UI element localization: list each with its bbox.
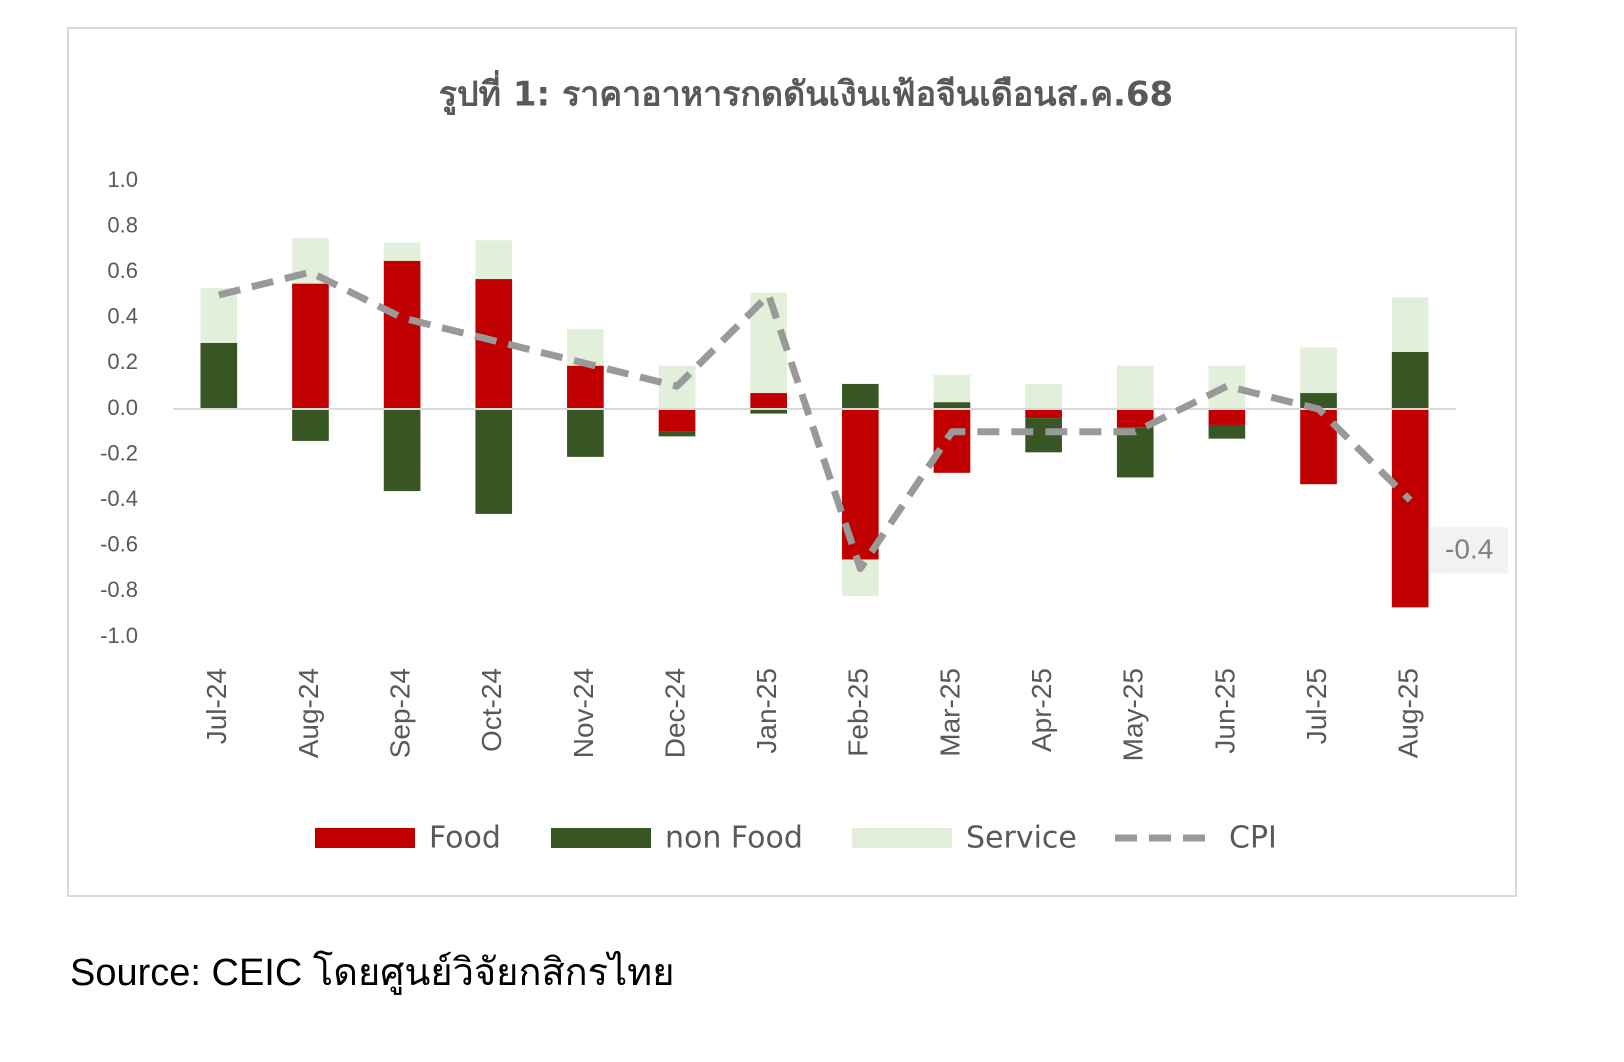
y-tick-label: -0.8: [100, 577, 138, 602]
chart-title: รูปที่ 1: ราคาอาหารกดดันเงินเฟ้อจีนเดือน…: [439, 70, 1173, 116]
legend-label: CPI: [1229, 821, 1277, 856]
bar-segment: [933, 374, 971, 403]
bar-segment: [567, 409, 604, 457]
x-tick-label: Sep-24: [384, 668, 415, 758]
y-tick-label: 0.8: [107, 212, 138, 237]
y-tick-label: -1.0: [100, 623, 138, 648]
y-tick-label: -0.6: [100, 532, 138, 557]
cpi-line: [217, 268, 1413, 573]
x-tick-label: Jul-25: [1301, 668, 1332, 744]
bar-segment: [1391, 409, 1429, 608]
x-tick-label: Oct-24: [476, 668, 507, 752]
y-tick-label: 0.0: [107, 395, 138, 420]
bar-segment: [475, 240, 513, 280]
bar-segment: [1208, 424, 1246, 439]
y-tick-label: -0.4: [100, 486, 138, 511]
x-tick-label: Jul-24: [201, 668, 232, 744]
x-tick-label: Feb-25: [843, 668, 874, 757]
bar-segment: [1300, 347, 1337, 394]
bar-segment: [933, 409, 971, 473]
bar-segment: [1300, 409, 1337, 485]
bar-segment: [1391, 352, 1429, 409]
bar-segment: [933, 402, 971, 409]
data-label-box: [1430, 527, 1509, 574]
bar-segment: [841, 383, 879, 409]
legend-swatch: [315, 828, 415, 848]
y-tick-label: 0.2: [107, 349, 138, 374]
legend-swatch: [852, 828, 952, 848]
data-label: -0.4: [1445, 534, 1493, 565]
bar-segment: [1391, 297, 1429, 352]
bar-segment: [567, 329, 604, 366]
bar-segment: [383, 409, 421, 492]
bar-segment: [200, 342, 238, 409]
bar-segment: [292, 409, 329, 441]
bar-segment: [750, 409, 788, 414]
x-tick-label: Aug-25: [1393, 668, 1424, 758]
source-note: Source: CEIC โดยศูนย์วิจัยกสิกรไทย: [70, 950, 675, 995]
bar-segment: [292, 283, 329, 409]
y-tick-label: -0.2: [100, 440, 138, 465]
x-tick-label: May-25: [1118, 668, 1149, 761]
bar-segment: [1116, 409, 1154, 428]
x-tick-label: Aug-24: [293, 668, 324, 758]
bar-segment: [383, 260, 421, 409]
bar-segment: [1025, 409, 1062, 419]
legend-label: Food: [429, 821, 501, 856]
bar-segment: [1208, 409, 1246, 425]
x-tick-label: Jun-25: [1209, 668, 1240, 754]
x-tick-label: Nov-24: [568, 668, 599, 758]
bar-segment: [1116, 365, 1154, 409]
x-tick-label: Dec-24: [659, 668, 690, 758]
bar-segment: [200, 288, 238, 343]
legend-label: non Food: [665, 821, 803, 856]
bar-segment: [1116, 427, 1154, 478]
legend-swatch: [551, 828, 651, 848]
bar-segment: [475, 409, 513, 514]
bar-segment: [383, 242, 421, 261]
bar-segment: [567, 365, 604, 409]
chart-frame: [67, 27, 1517, 897]
x-tick-label: Mar-25: [934, 668, 965, 757]
y-tick-label: 0.6: [107, 258, 138, 283]
y-tick-label: 0.4: [107, 304, 138, 329]
bar-segment: [658, 431, 696, 437]
bar-segment: [750, 393, 788, 409]
bar-segment: [658, 409, 696, 432]
bar-segment: [1025, 383, 1062, 409]
legend-label: Service: [966, 821, 1077, 856]
x-tick-label: Jan-25: [751, 668, 782, 754]
y-tick-label: 1.0: [107, 167, 138, 192]
x-tick-label: Apr-25: [1026, 668, 1057, 752]
